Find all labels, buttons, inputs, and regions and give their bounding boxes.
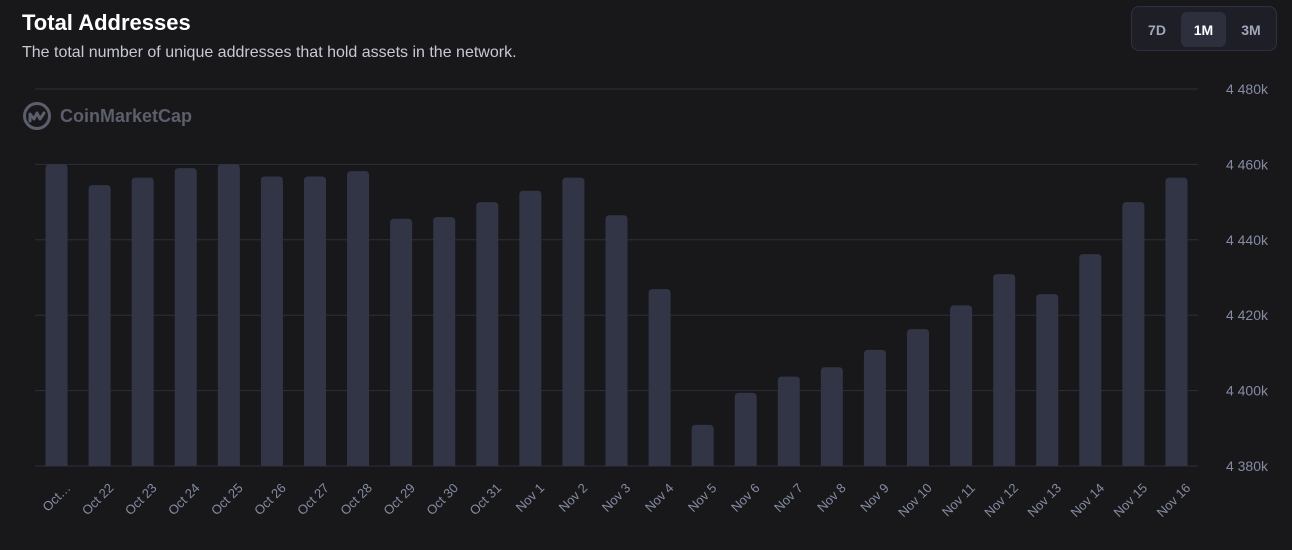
x-axis-ticks: Oct… Oct 22 Oct 23 Oct 24 Oct 25 Oct 26 Oct 27… <box>39 480 1193 520</box>
bar[interactable] <box>433 217 456 466</box>
chart-subtitle: The total number of unique addresses tha… <box>22 44 517 61</box>
x-tick-label: Oct 29 <box>380 480 418 518</box>
x-tick-label: Nov 11 <box>939 480 978 519</box>
x-tick-label: Nov 15 <box>1111 480 1151 520</box>
x-tick-label: Oct 24 <box>165 480 203 518</box>
x-tick-label: Nov 5 <box>685 480 720 515</box>
x-tick-label: Oct 22 <box>79 480 117 518</box>
y-tick-label: 4 460k <box>1226 156 1269 172</box>
bar[interactable] <box>1079 254 1102 466</box>
chart-title: Total Addresses <box>22 10 191 35</box>
x-tick-label: Nov 2 <box>556 480 591 515</box>
bar[interactable] <box>863 349 886 466</box>
y-tick-label: 4 420k <box>1226 307 1269 323</box>
bar[interactable] <box>303 176 326 467</box>
bar[interactable] <box>820 367 843 466</box>
y-tick-label: 4 400k <box>1226 383 1269 399</box>
bar[interactable] <box>174 168 197 467</box>
bar[interactable] <box>347 171 370 466</box>
x-tick-label: Nov 4 <box>642 480 677 515</box>
bar[interactable] <box>88 185 111 466</box>
coinmarketcap-watermark: CoinMarketCap <box>22 101 192 131</box>
x-tick-label: Nov 9 <box>857 480 892 515</box>
x-tick-label: Oct… <box>39 480 73 514</box>
bar[interactable] <box>648 289 671 466</box>
bar[interactable] <box>605 215 628 466</box>
x-tick-label: Nov 1 <box>513 480 548 515</box>
range-7d-button[interactable]: 7D <box>1148 21 1166 38</box>
x-tick-label: Oct 30 <box>423 480 461 518</box>
x-tick-label: Nov 3 <box>599 480 634 515</box>
x-tick-label: Nov 13 <box>1024 480 1064 520</box>
x-tick-label: Nov 14 <box>1067 480 1107 520</box>
x-tick-label: Oct 25 <box>208 480 246 518</box>
bar[interactable] <box>476 202 499 466</box>
bar[interactable] <box>907 329 930 466</box>
bar[interactable] <box>1036 294 1059 466</box>
x-tick-label: Nov 7 <box>771 480 806 515</box>
x-tick-label: Oct 31 <box>466 480 504 518</box>
bar[interactable] <box>131 177 154 466</box>
x-tick-label: Oct 27 <box>294 480 332 518</box>
x-tick-label: Nov 8 <box>814 480 849 515</box>
bar[interactable] <box>260 176 283 467</box>
bar[interactable] <box>1122 202 1145 466</box>
bar[interactable] <box>993 274 1016 466</box>
range-3m-button[interactable]: 3M <box>1241 21 1261 38</box>
bar[interactable] <box>45 164 68 466</box>
x-tick-label: Nov 16 <box>1154 480 1194 520</box>
bar[interactable] <box>390 218 413 466</box>
bar[interactable] <box>734 392 757 466</box>
time-range-selector: 7D 1M 3M <box>1131 6 1277 51</box>
x-tick-label: Oct 23 <box>122 480 160 518</box>
x-tick-label: Oct 26 <box>251 480 289 518</box>
coinmarketcap-logo-icon <box>23 102 51 130</box>
x-tick-label: Oct 28 <box>337 480 375 518</box>
bars <box>45 164 1188 467</box>
bar[interactable] <box>1165 177 1188 466</box>
y-tick-label: 4 480k <box>1226 81 1269 97</box>
x-tick-label: Nov 10 <box>895 480 935 520</box>
x-tick-label: Nov 12 <box>981 480 1021 520</box>
bar[interactable] <box>217 164 240 466</box>
x-tick-label: Nov 6 <box>728 480 763 515</box>
range-1m-button[interactable]: 1M <box>1181 12 1226 47</box>
watermark-text: CoinMarketCap <box>60 105 193 126</box>
y-axis-ticks: 4 380k 4 400k 4 420k 4 440k 4 460k 4 480k <box>1226 81 1269 474</box>
bar[interactable] <box>691 424 714 466</box>
y-tick-label: 4 380k <box>1226 458 1269 474</box>
bar[interactable] <box>519 190 542 467</box>
bar[interactable] <box>950 305 973 466</box>
bar[interactable] <box>562 177 585 466</box>
y-tick-label: 4 440k <box>1226 232 1269 248</box>
bar[interactable] <box>777 376 800 466</box>
